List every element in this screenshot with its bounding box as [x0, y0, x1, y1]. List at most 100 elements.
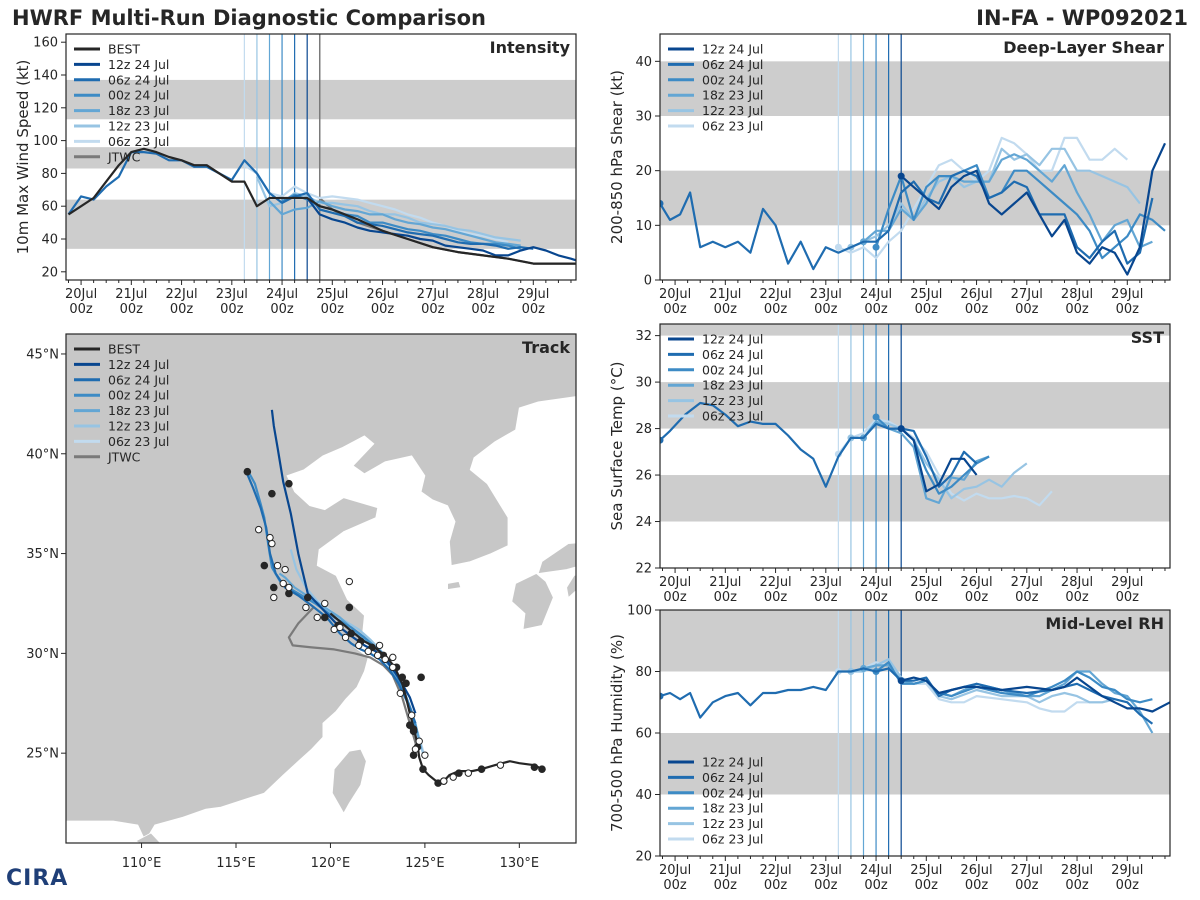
shear-xtick-label: 00z	[864, 302, 888, 317]
intensity-ytick-label: 160	[33, 36, 58, 51]
rh-legend-label: 06z 24 Jul	[702, 770, 763, 785]
sst-xtick-label: 00z	[915, 590, 939, 605]
intensity-xtick-label: 24Jul	[266, 287, 298, 302]
rh-ytick-label: 60	[635, 727, 652, 742]
best-track-point	[405, 721, 414, 730]
track-point-filled	[303, 593, 312, 602]
track-point-open	[266, 533, 274, 542]
shear-ytick-label: 0	[644, 274, 652, 289]
rh-xtick-label: 24Jul	[860, 863, 892, 878]
track-xtick-label: 130°E	[500, 856, 540, 871]
sst-xtick-label: 20Jul	[659, 575, 691, 590]
track-xtick-label: 120°E	[311, 856, 351, 871]
shikoku-island	[566, 574, 576, 599]
track-point-open	[279, 579, 287, 588]
track-point-filled	[347, 629, 356, 638]
intensity-xtick-label: 23Jul	[216, 287, 248, 302]
sst-shade-band	[660, 324, 1170, 336]
track-point-open	[449, 773, 457, 781]
intensity-xtick-label: 00z	[69, 302, 93, 317]
track-point-open	[302, 603, 310, 612]
track-point-open	[396, 689, 405, 697]
intensity-legend-label: 00z 24 Jul	[108, 88, 169, 103]
track-legend-label: 12z 23 Jul	[108, 419, 169, 434]
track-map-area	[66, 334, 576, 843]
intensity-ytick-label: 20	[41, 265, 58, 280]
shear-xtick-label: 20Jul	[659, 287, 691, 302]
track-xtick-label: 125°E	[405, 856, 445, 871]
shear-frame	[659, 33, 1171, 281]
sst-ytick-label: 28	[635, 422, 652, 437]
intensity-legend-label: 06z 23 Jul	[108, 134, 169, 149]
shear-xtick-label: 23Jul	[810, 287, 842, 302]
track-point-open	[375, 641, 384, 650]
sst-series-line	[900, 427, 978, 493]
rh-ytick-label: 20	[635, 850, 652, 865]
sst-shade-band	[660, 382, 1170, 429]
track-title: Track	[522, 338, 570, 357]
shear-series-line	[837, 136, 1129, 260]
intensity-xtick-label: 00z	[522, 302, 546, 317]
best-track-point	[398, 673, 407, 682]
shear-xtick-label: 00z	[1065, 302, 1089, 317]
track-point-filled	[260, 561, 269, 570]
sst-ytick-label: 22	[635, 562, 652, 577]
intensity-ylabel: 10m Max Wind Speed (kt)	[14, 60, 32, 255]
shear-ytick-label: 20	[635, 164, 652, 179]
track-point-filled	[402, 679, 410, 688]
intensity-ytick-label: 60	[41, 200, 58, 215]
intensity-title: Intensity	[490, 38, 571, 57]
intensity-legend-label: BEST	[108, 42, 140, 57]
track-legend-label: 06z 23 Jul	[108, 434, 169, 449]
rh-init-point	[897, 677, 905, 685]
track-ytick-label: 30°N	[26, 647, 59, 662]
intensity-ytick-label: 140	[33, 69, 58, 84]
intensity-shade-band	[66, 147, 576, 169]
rh-xtick-label: 00z	[714, 878, 738, 893]
shear-xtick-label: 00z	[1116, 302, 1140, 317]
sst-series-line	[660, 401, 978, 488]
sst-xtick-label: 00z	[864, 590, 888, 605]
track-point-open	[285, 583, 293, 592]
track-ytick-label: 35°N	[26, 547, 59, 562]
best-track-point	[477, 765, 486, 773]
sst-plot-area	[660, 324, 1170, 568]
jeju-island	[447, 581, 462, 590]
intensity-xtick-label: 22Jul	[165, 287, 197, 302]
sst-xtick-label: 00z	[1015, 590, 1039, 605]
sst-ytick-label: 32	[635, 329, 652, 344]
track-point-open	[407, 711, 416, 719]
sst-xtick-label: 21Jul	[709, 575, 741, 590]
intensity-xtick-label: 27Jul	[417, 287, 449, 302]
rh-series-line	[900, 676, 1170, 713]
rh-panel: 2040608010020Jul00z21Jul00z22Jul00z23Jul…	[608, 604, 1171, 893]
sst-xtick-label: 24Jul	[860, 575, 892, 590]
intensity-shade-band	[66, 79, 576, 120]
intensity-xtick-label: 00z	[371, 302, 395, 317]
sst-legend-label: 06z 24 Jul	[702, 347, 763, 362]
rh-plot-area	[660, 610, 1170, 856]
track-point-open	[421, 751, 429, 759]
shear-series-line	[900, 142, 1166, 276]
rh-xtick-label: 00z	[1065, 878, 1089, 893]
shear-xtick-label: 00z	[915, 302, 939, 317]
track-legend-label: 12z 24 Jul	[108, 357, 169, 372]
shear-plot-area	[660, 34, 1170, 280]
cira-logo: CIRA	[6, 866, 69, 891]
sst-init-point	[660, 436, 664, 444]
track-point-filled	[409, 751, 418, 759]
rh-xtick-label: 21Jul	[709, 863, 741, 878]
intensity-ytick-label: 80	[41, 167, 58, 182]
rh-series-line	[660, 667, 1154, 725]
track-ytick-label: 40°N	[26, 447, 59, 462]
intensity-plot-area	[66, 34, 576, 280]
sst-ytick-label: 30	[635, 376, 652, 391]
track-point-filled	[268, 489, 276, 498]
track-legend-label: 00z 24 Jul	[108, 388, 169, 403]
sst-xtick-label: 22Jul	[759, 575, 791, 590]
sst-init-point	[872, 413, 880, 421]
best-track-point	[409, 727, 418, 736]
rh-xtick-label: 26Jul	[960, 863, 992, 878]
intensity-xtick-label: 26Jul	[366, 287, 398, 302]
